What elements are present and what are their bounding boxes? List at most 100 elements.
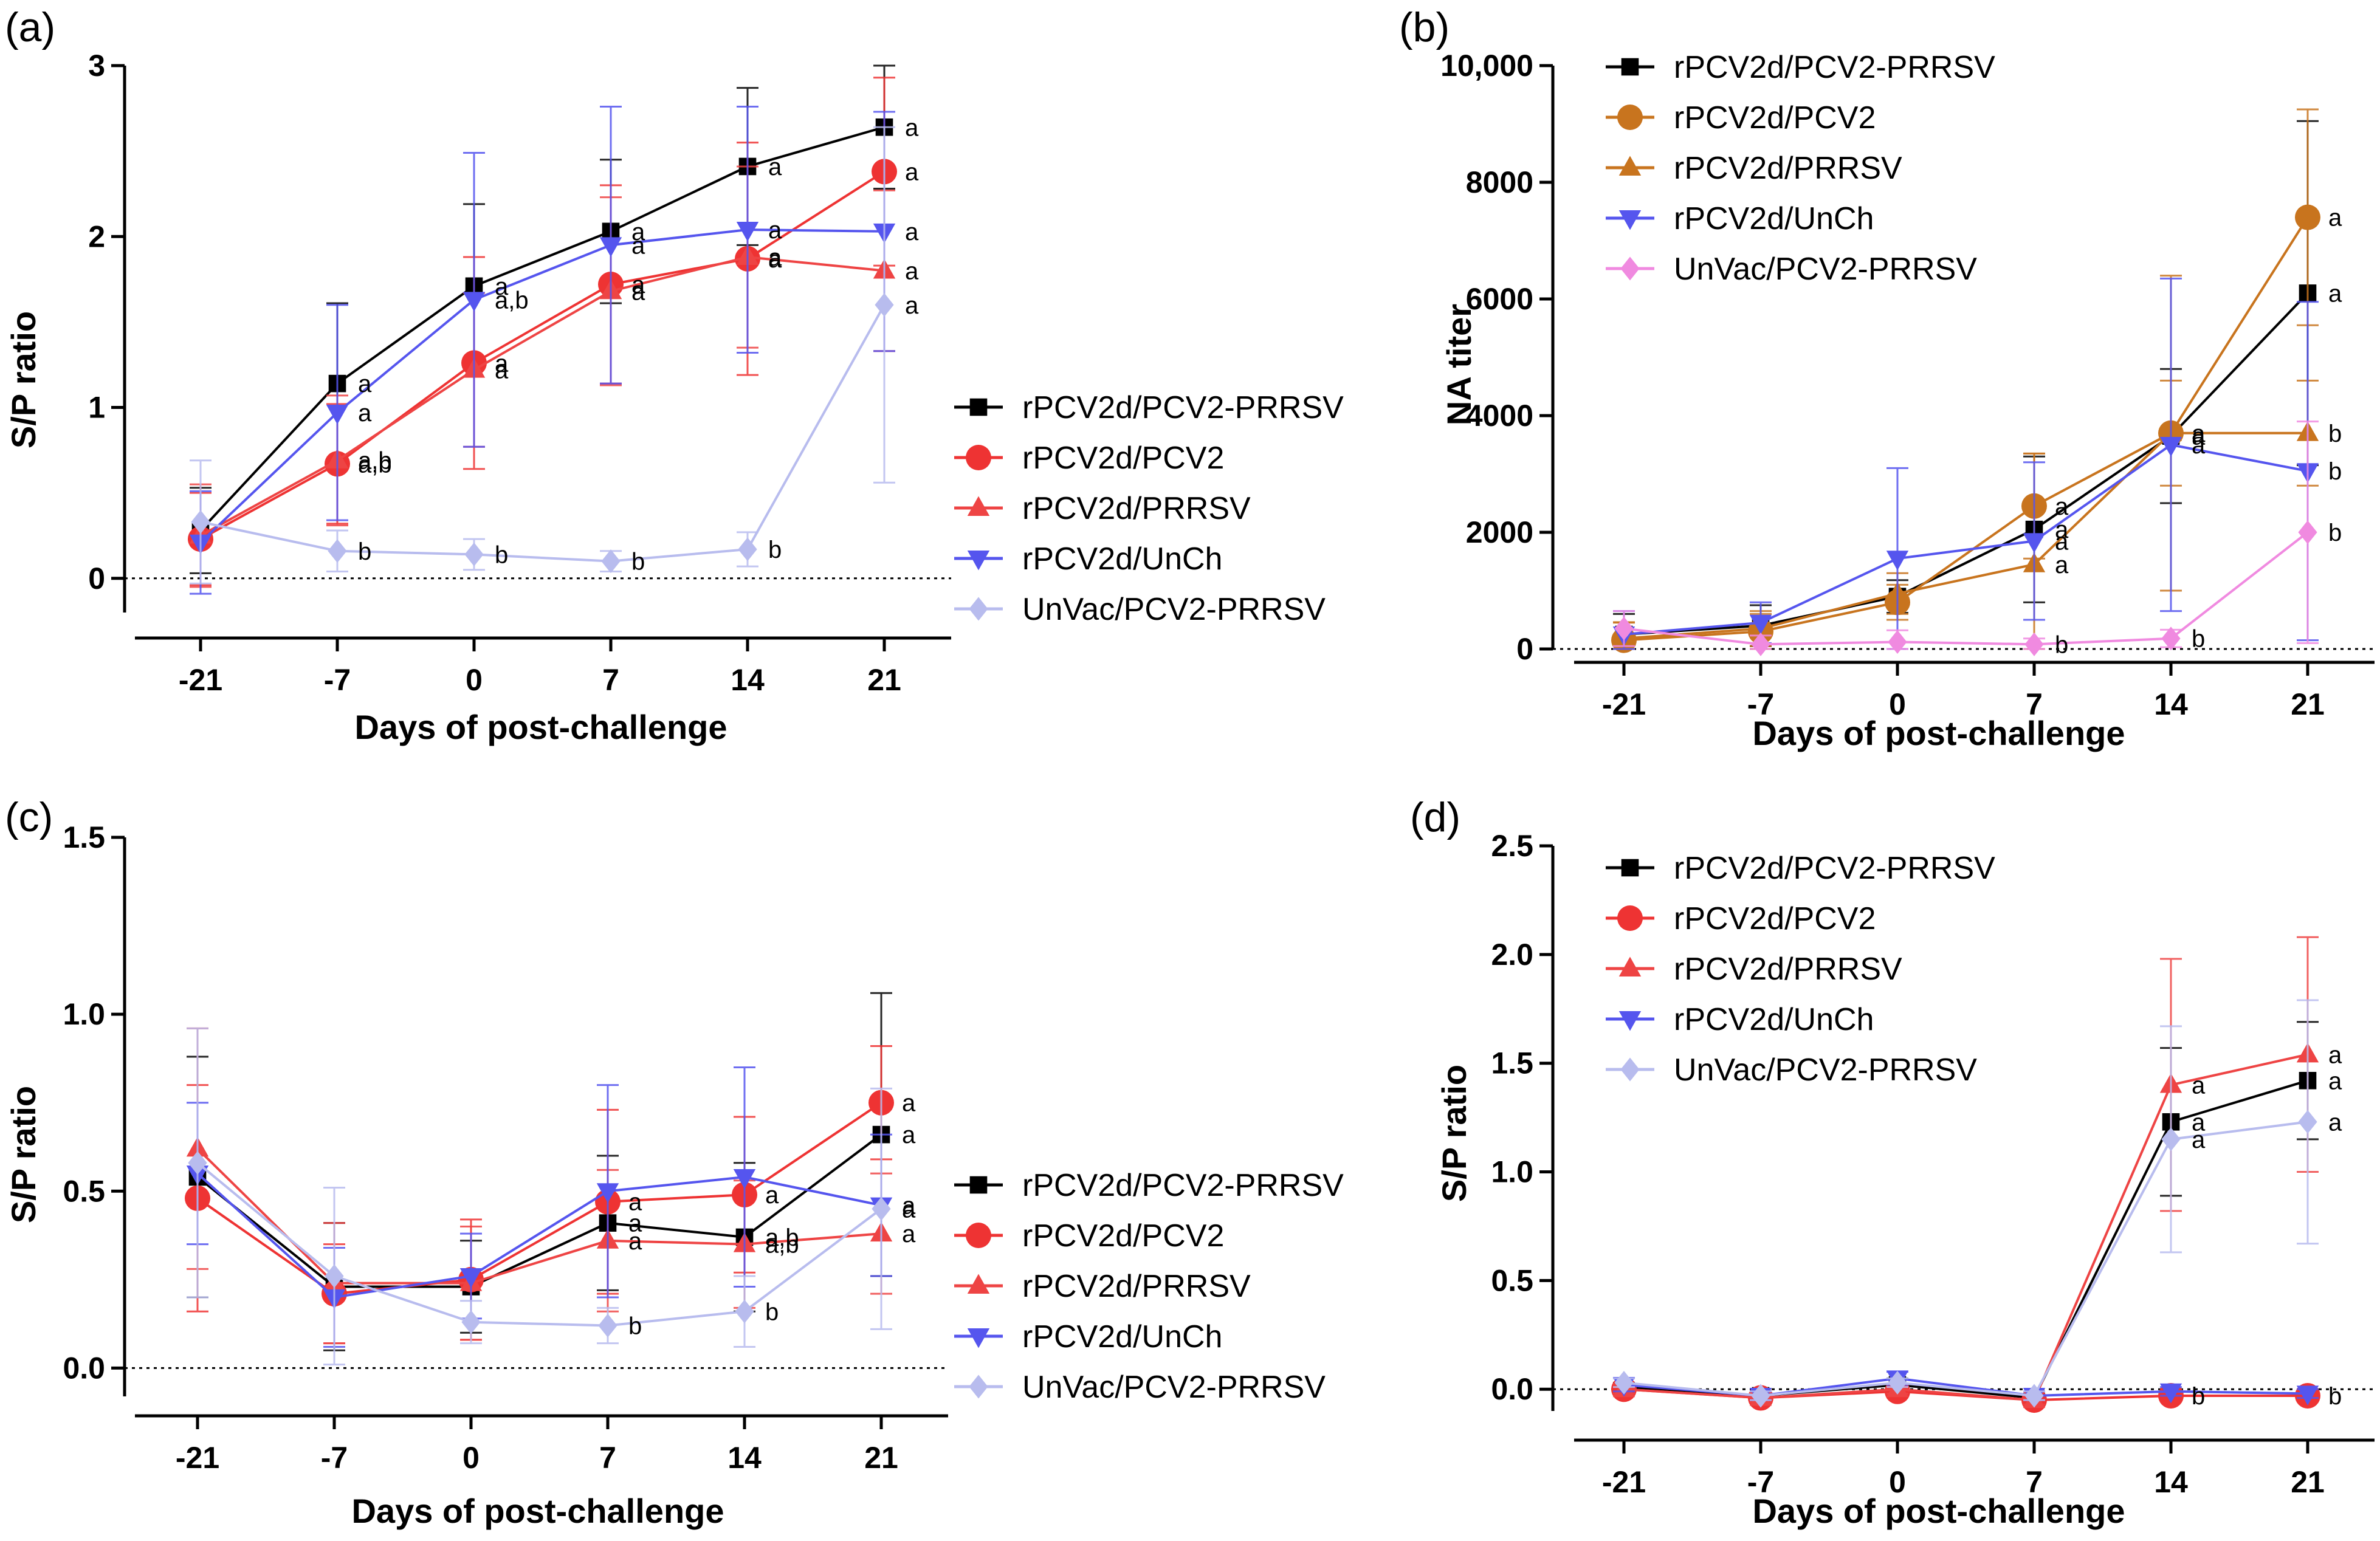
significance-label: a: [358, 371, 372, 397]
legend-item: rPCV2d/PRRSV: [1606, 952, 1902, 987]
legend-marker: [1621, 859, 1639, 877]
legend-label: rPCV2d/PRRSV: [1022, 491, 1251, 526]
legend-marker: [1618, 210, 1642, 230]
significance-label: b: [2328, 1383, 2342, 1410]
legend-label: rPCV2d/PCV2-PRRSV: [1674, 50, 1995, 85]
legend-label: rPCV2d/PCV2: [1022, 1218, 1224, 1254]
x-axis-title: Days of post-challenge: [351, 1492, 724, 1530]
legend-item: rPCV2d/PRRSV: [954, 1269, 1251, 1304]
significance-label: a: [905, 292, 919, 319]
significance-label: a: [2055, 517, 2069, 543]
x-tick-label: 7: [2026, 1465, 2043, 1499]
series-rPCV2d/PCV2-PRRSV: [187, 992, 892, 1351]
data-point: [596, 1183, 619, 1203]
data-point: [191, 510, 210, 534]
significance-label: a: [2192, 1072, 2206, 1099]
y-axis-title: NA titer: [1440, 304, 1478, 425]
legend-marker: [966, 445, 991, 470]
series-rPCV2d/UnCh: [189, 106, 896, 595]
legend-label: rPCV2d/PCV2-PRRSV: [1022, 1168, 1344, 1203]
legend-label: UnVac/PCV2-PRRSV: [1674, 1052, 1977, 1088]
significance-label: b: [768, 537, 782, 563]
x-tick-label: 0: [463, 1441, 480, 1475]
y-tick-label: 0.5: [63, 1174, 105, 1208]
significance-label: b: [2328, 420, 2342, 447]
legend-label: rPCV2d/UnCh: [1674, 1002, 1874, 1037]
data-point: [2159, 437, 2182, 457]
data-point: [2296, 1385, 2319, 1405]
x-tick-label: 0: [466, 663, 483, 697]
legend-item: rPCV2d/PCV2: [1606, 901, 1876, 936]
series-line: [1623, 431, 2308, 640]
y-tick-label: 0: [1516, 632, 1533, 666]
data-point: [733, 1169, 756, 1189]
significance-label: b: [2328, 520, 2342, 546]
significance-label: a: [902, 1122, 916, 1148]
significance-label: a,b: [358, 448, 392, 475]
legend-label: rPCV2d/UnCh: [1022, 541, 1222, 577]
x-tick-label: 7: [2026, 687, 2043, 721]
series-line: [196, 1172, 882, 1299]
significance-label: a: [905, 159, 919, 185]
x-tick-label: 14: [727, 1441, 762, 1475]
data-point: [599, 237, 622, 257]
x-tick-label: -7: [324, 663, 351, 697]
data-point: [188, 1151, 207, 1175]
legend-label: rPCV2d/UnCh: [1674, 201, 1874, 236]
significance-label: a: [2192, 424, 2206, 450]
legend-item: rPCV2d/PCV2-PRRSV: [1606, 50, 1995, 85]
y-tick-label: 1.0: [1491, 1155, 1533, 1189]
x-tick-label: 7: [602, 663, 619, 697]
legend-item: rPCV2d/UnCh: [954, 541, 1222, 577]
legend-item: rPCV2d/PCV2-PRRSV: [1606, 851, 1995, 886]
legend-item: rPCV2d/PCV2: [1606, 100, 1876, 136]
panel-d: (d) S/P ratio Days of post-challenge 0.0…: [1410, 794, 2375, 1530]
legend-item: rPCV2d/PRRSV: [1606, 151, 1902, 186]
significance-label: b: [358, 538, 371, 565]
x-tick-label: 14: [2154, 1465, 2188, 1499]
significance-label: a: [765, 1182, 779, 1209]
series-rPCV2d/PCV2-PRRSV: [190, 64, 895, 574]
x-tick-label: -21: [1602, 1465, 1646, 1499]
panel-label: (a): [5, 4, 55, 50]
x-tick-label: 0: [1889, 687, 1906, 721]
y-tick-label: 8000: [1466, 165, 1533, 199]
significance-label: b: [765, 1299, 779, 1325]
legend-item: rPCV2d/UnCh: [954, 1319, 1222, 1354]
y-tick-label: 1.5: [63, 820, 105, 854]
legend-marker: [1621, 58, 1639, 76]
significance-label: a: [2192, 420, 2206, 447]
legend-item: UnVac/PCV2-PRRSV: [954, 592, 1326, 627]
y-tick-label: 0: [88, 561, 105, 595]
series-line: [199, 228, 885, 544]
y-tick-label: 6000: [1466, 282, 1533, 316]
series-line: [1623, 216, 2309, 642]
x-tick-label: -21: [1602, 687, 1646, 721]
x-tick-label: -7: [1747, 1465, 1774, 1499]
series-line: [200, 304, 886, 563]
significance-label: a: [628, 1228, 642, 1255]
significance-label: a,b: [765, 1224, 799, 1251]
significance-label: b: [2055, 631, 2068, 658]
y-tick-label: 2000: [1466, 515, 1533, 549]
y-tick-label: 10,000: [1440, 49, 1533, 83]
series-line: [200, 170, 886, 540]
series-line: [1623, 443, 2308, 636]
significance-label: a: [2328, 1068, 2342, 1094]
x-tick-label: 14: [731, 663, 765, 697]
data-point: [2295, 204, 2320, 230]
significance-label: a: [902, 1196, 916, 1223]
data-point: [601, 549, 621, 574]
significance-label: a,b: [765, 1232, 799, 1258]
series-line: [1623, 531, 2309, 646]
significance-label: a: [2328, 1042, 2342, 1068]
data-point: [1888, 1371, 1907, 1395]
series-line: [196, 1147, 882, 1285]
y-tick-label: 1.5: [1491, 1046, 1533, 1080]
data-point: [2024, 632, 2044, 656]
x-tick-label: 21: [864, 1441, 898, 1475]
significance-label: a: [905, 258, 919, 285]
data-point: [1888, 630, 1907, 654]
